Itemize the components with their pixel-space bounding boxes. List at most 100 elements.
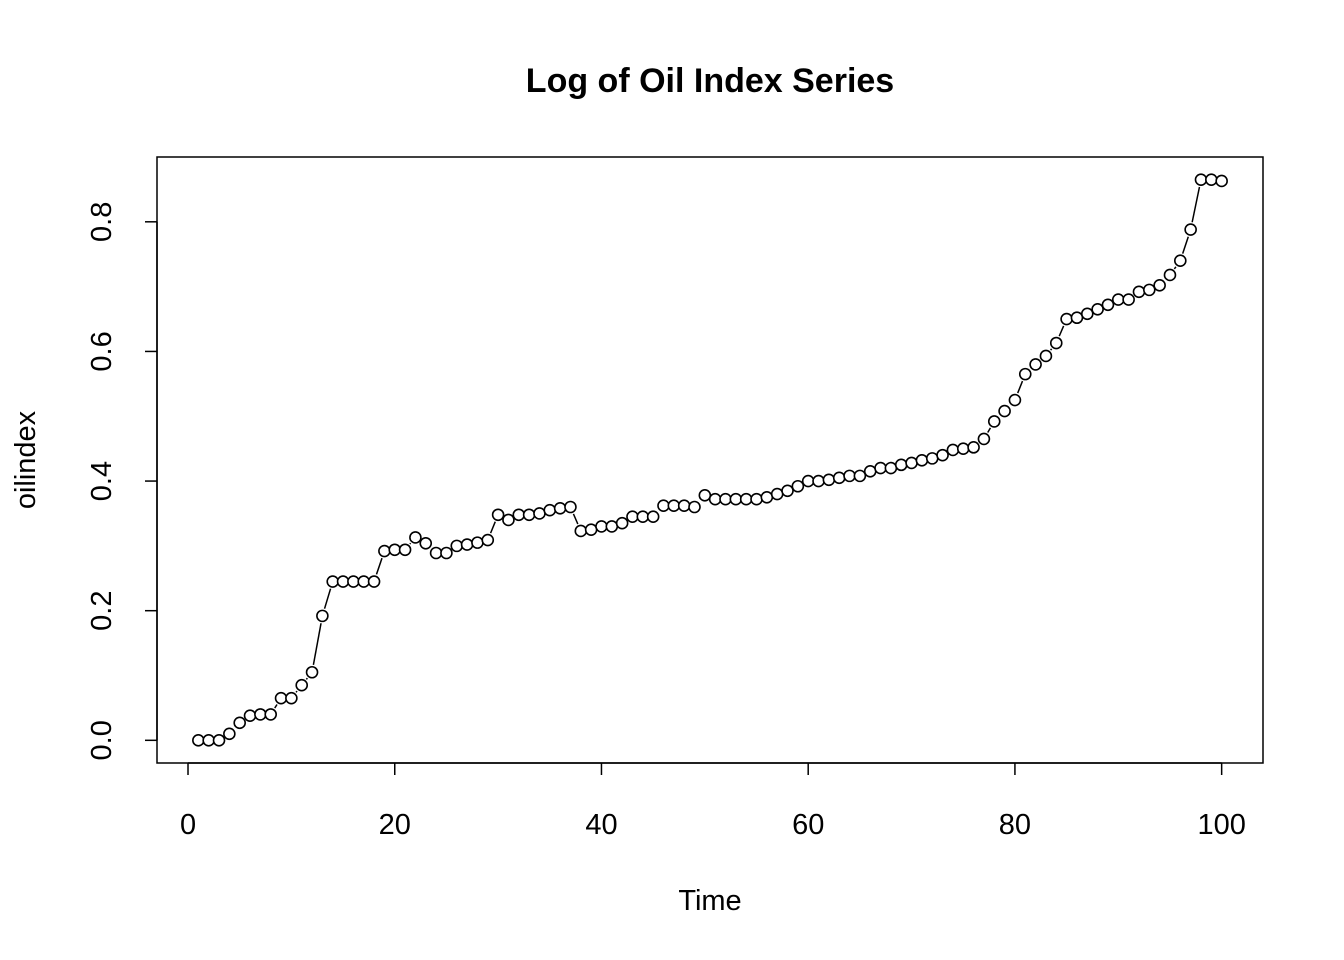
- series-segment: [1173, 266, 1177, 270]
- data-point: [667, 499, 681, 512]
- data-point: [729, 492, 743, 506]
- data-point: [894, 458, 908, 472]
- data-point: [739, 492, 753, 506]
- data-point: [336, 575, 350, 588]
- data-point: [429, 546, 443, 560]
- x-tick-label: 20: [379, 809, 411, 841]
- data-point: [243, 709, 257, 722]
- data-point: [1039, 349, 1053, 363]
- data-point: [615, 516, 629, 530]
- data-point: [956, 442, 970, 455]
- data-point: [1142, 283, 1156, 297]
- data-point: [543, 503, 557, 517]
- y-tick-label: 0.4: [86, 461, 118, 501]
- data-point: [843, 469, 856, 483]
- data-point: [481, 533, 495, 547]
- data-point: [822, 473, 836, 487]
- data-point: [719, 492, 732, 506]
- data-point: [1122, 293, 1135, 306]
- series-segment: [312, 623, 322, 666]
- y-axis-label: oilindex: [10, 410, 42, 509]
- data-point: [801, 474, 815, 488]
- data-point: [688, 500, 701, 514]
- x-tick-label: 40: [585, 809, 617, 841]
- data-point: [1101, 298, 1115, 312]
- series-segment: [1058, 325, 1065, 337]
- data-point: [998, 404, 1011, 418]
- data-point: [626, 510, 639, 524]
- data-point: [987, 415, 1001, 428]
- y-tick-label: 0.2: [86, 591, 118, 631]
- data-point: [254, 708, 267, 721]
- data-point: [977, 432, 991, 446]
- data-point: [1153, 279, 1166, 292]
- series-segment: [375, 557, 383, 575]
- data-point: [1174, 254, 1187, 268]
- data-point: [698, 489, 712, 502]
- y-axis: 0.0 0.2 0.4 0.6 0.8: [86, 202, 158, 760]
- data-point: [212, 734, 226, 747]
- series-segment: [987, 427, 992, 433]
- data-point: [853, 469, 867, 483]
- series-segment: [1191, 186, 1201, 223]
- data-point: [1184, 223, 1197, 236]
- data-point: [326, 575, 340, 588]
- chart-title: Log of Oil Index Series: [526, 62, 894, 100]
- data-point: [874, 461, 887, 475]
- data-point: [967, 441, 980, 454]
- data-point: [595, 520, 608, 533]
- y-tick-label: 0.6: [86, 331, 118, 371]
- data-point: [936, 448, 949, 462]
- data-point: [305, 665, 319, 679]
- data-point: [925, 452, 939, 465]
- data-point: [440, 546, 453, 560]
- series-segment: [489, 521, 496, 534]
- series-segment: [572, 513, 579, 525]
- data-point: [1060, 312, 1073, 326]
- x-tick-label: 80: [999, 809, 1031, 841]
- series-oilindex: [192, 173, 1228, 747]
- data-point: [471, 536, 484, 549]
- data-point: [584, 523, 598, 536]
- data-point: [1091, 303, 1104, 316]
- data-point: [1018, 367, 1032, 381]
- data-point: [295, 678, 309, 692]
- data-point: [398, 543, 412, 557]
- data-point: [657, 499, 670, 512]
- data-point: [223, 727, 236, 741]
- data-point: [884, 461, 898, 475]
- data-point: [946, 443, 960, 457]
- data-point: [357, 575, 371, 588]
- data-point: [750, 492, 763, 506]
- data-point: [605, 520, 619, 533]
- series-segment: [274, 704, 278, 709]
- data-point: [1049, 336, 1063, 350]
- x-tick-label: 60: [792, 809, 824, 841]
- data-point: [760, 490, 774, 504]
- data-point: [832, 471, 846, 485]
- data-point: [450, 539, 464, 553]
- data-point: [264, 708, 278, 721]
- data-point: [491, 508, 505, 522]
- series-segment: [1017, 380, 1024, 394]
- data-point: [1080, 307, 1094, 321]
- x-axis: 0 20 40 60 80 100: [180, 762, 1246, 841]
- data-point: [192, 734, 205, 747]
- data-point: [419, 536, 433, 550]
- data-point: [1008, 393, 1022, 407]
- data-point: [285, 691, 298, 705]
- series-segment: [323, 588, 332, 609]
- data-point: [1163, 268, 1177, 282]
- data-point: [378, 544, 391, 558]
- data-point: [522, 508, 536, 522]
- data-point: [677, 499, 691, 512]
- data-point: [770, 487, 784, 501]
- data-point: [1132, 285, 1146, 299]
- data-point: [812, 474, 825, 488]
- data-point: [502, 513, 515, 527]
- data-point: [553, 501, 567, 515]
- series-segment: [409, 542, 412, 545]
- data-point: [202, 734, 215, 747]
- data-point: [564, 500, 577, 514]
